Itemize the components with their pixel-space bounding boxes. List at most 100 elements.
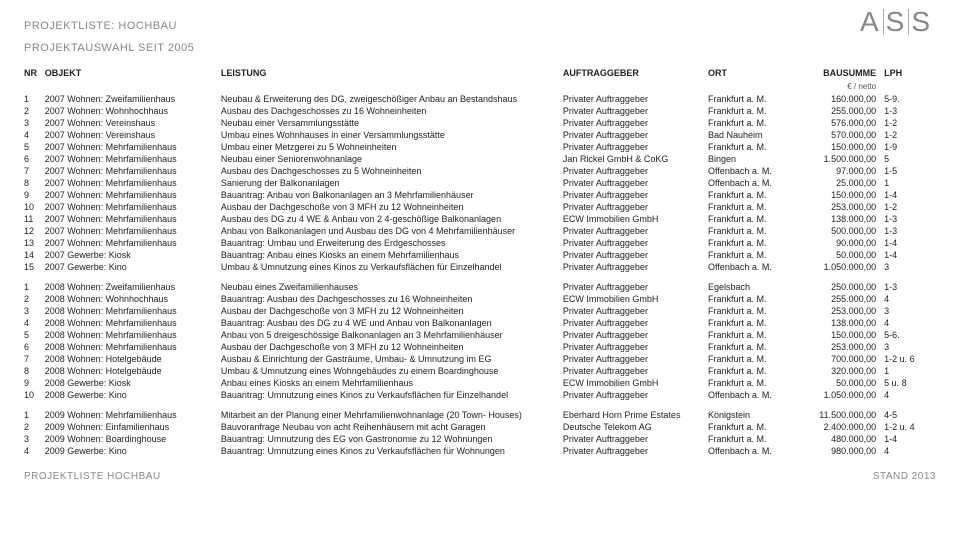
cell-objekt: 2007 Wohnen: Vereinshaus — [45, 117, 221, 129]
table-row: 52007 Wohnen: MehrfamilienhausUmbau eine… — [24, 141, 936, 153]
col-lph: LPH — [884, 66, 936, 80]
cell-ort: Frankfurt a. M. — [708, 189, 801, 201]
cell-lph: 1-5 — [884, 165, 936, 177]
cell-nr: 5 — [24, 141, 45, 153]
cell-ort: Frankfurt a. M. — [708, 293, 801, 305]
table-group: 12007 Wohnen: ZweifamilienhausNeubau & E… — [24, 93, 936, 273]
cell-auftraggeber: ECW Immobilien GmbH — [563, 293, 708, 305]
cell-objekt: 2008 Wohnen: Mehrfamilienhaus — [45, 329, 221, 341]
cell-lph: 1-4 — [884, 237, 936, 249]
table-row: 82008 Wohnen: HotelgebäudeUmbau & Umnutz… — [24, 365, 936, 377]
cell-lph: 3 — [884, 261, 936, 273]
cell-nr: 13 — [24, 237, 45, 249]
cell-nr: 11 — [24, 213, 45, 225]
cell-bausumme: 480.000,00 — [801, 433, 884, 445]
cell-ort: Offenbach a. M. — [708, 261, 801, 273]
cell-bausumme: 700.000,00 — [801, 353, 884, 365]
cell-lph: 4 — [884, 317, 936, 329]
table-row: 22008 Wohnen: WohnhochhausBauantrag: Aus… — [24, 293, 936, 305]
table-group: 12008 Wohnen: ZweifamilienhausNeubau ein… — [24, 273, 936, 401]
cell-nr: 3 — [24, 433, 45, 445]
cell-objekt: 2008 Wohnen: Mehrfamilienhaus — [45, 341, 221, 353]
cell-auftraggeber: Privater Auftraggeber — [563, 305, 708, 317]
cell-ort: Frankfurt a. M. — [708, 365, 801, 377]
cell-objekt: 2009 Wohnen: Boardinghouse — [45, 433, 221, 445]
table-row: 92008 Gewerbe: KioskAnbau eines Kiosks a… — [24, 377, 936, 389]
cell-ort: Frankfurt a. M. — [708, 237, 801, 249]
cell-leistung: Umbau & Umnutzung eines Wohngebäudes zu … — [221, 365, 563, 377]
cell-nr: 1 — [24, 93, 45, 105]
cell-ort: Offenbach a. M. — [708, 165, 801, 177]
cell-leistung: Ausbau der Dachgeschoße von 3 MFH zu 12 … — [221, 341, 563, 353]
cell-leistung: Bauantrag: Umnutzung des EG von Gastrono… — [221, 433, 563, 445]
table-row: 12008 Wohnen: ZweifamilienhausNeubau ein… — [24, 281, 936, 293]
cell-auftraggeber: Privater Auftraggeber — [563, 189, 708, 201]
cell-nr: 9 — [24, 377, 45, 389]
table-row: 142007 Gewerbe: KioskBauantrag: Anbau ei… — [24, 249, 936, 261]
cell-ort: Egelsbach — [708, 281, 801, 293]
col-nr: NR — [24, 66, 45, 80]
cell-bausumme: 150.000,00 — [801, 141, 884, 153]
cell-ort: Frankfurt a. M. — [708, 141, 801, 153]
cell-auftraggeber: Privater Auftraggeber — [563, 353, 708, 365]
cell-lph: 1-9 — [884, 141, 936, 153]
col-auftraggeber: AUFTRAGGEBER — [563, 66, 708, 80]
cell-auftraggeber: ECW Immobilien GmbH — [563, 377, 708, 389]
cell-nr: 2 — [24, 421, 45, 433]
cell-nr: 14 — [24, 249, 45, 261]
cell-objekt: 2008 Wohnen: Mehrfamilienhaus — [45, 305, 221, 317]
cell-ort: Frankfurt a. M. — [708, 117, 801, 129]
table-row: 62008 Wohnen: MehrfamilienhausAusbau der… — [24, 341, 936, 353]
cell-objekt: 2009 Gewerbe: Kino — [45, 445, 221, 457]
cell-objekt: 2007 Wohnen: Vereinshaus — [45, 129, 221, 141]
cell-lph: 1 — [884, 177, 936, 189]
table-row: 132007 Wohnen: MehrfamilienhausBauantrag… — [24, 237, 936, 249]
cell-nr: 10 — [24, 389, 45, 401]
cell-lph: 1-3 — [884, 105, 936, 117]
cell-bausumme: 255.000,00 — [801, 105, 884, 117]
cell-nr: 8 — [24, 177, 45, 189]
cell-leistung: Bauantrag: Ausbau des DG zu 4 WE und Anb… — [221, 317, 563, 329]
col-bausumme-sub: € / netto — [801, 80, 884, 93]
cell-lph: 3 — [884, 341, 936, 353]
cell-lph: 1-2 u. 6 — [884, 353, 936, 365]
cell-nr: 8 — [24, 365, 45, 377]
cell-leistung: Bauantrag: Anbau eines Kiosks an einem M… — [221, 249, 563, 261]
project-table: NR OBJEKT LEISTUNG AUFTRAGGEBER ORT BAUS… — [24, 66, 936, 457]
cell-auftraggeber: Privater Auftraggeber — [563, 141, 708, 153]
cell-nr: 4 — [24, 129, 45, 141]
cell-ort: Frankfurt a. M. — [708, 329, 801, 341]
cell-bausumme: 97.000,00 — [801, 165, 884, 177]
cell-ort: Frankfurt a. M. — [708, 317, 801, 329]
cell-auftraggeber: Privater Auftraggeber — [563, 261, 708, 273]
cell-leistung: Bauantrag: Ausbau des Dachgeschosses zu … — [221, 293, 563, 305]
cell-bausumme: 570.000,00 — [801, 129, 884, 141]
cell-auftraggeber: Privater Auftraggeber — [563, 365, 708, 377]
page-title: PROJEKTLISTE: HOCHBAU — [24, 20, 936, 32]
cell-bausumme: 255.000,00 — [801, 293, 884, 305]
cell-leistung: Neubau einer Versammlungsstätte — [221, 117, 563, 129]
cell-auftraggeber: Privater Auftraggeber — [563, 117, 708, 129]
cell-bausumme: 500.000,00 — [801, 225, 884, 237]
cell-leistung: Anbau eines Kiosks an einem Mehrfamilien… — [221, 377, 563, 389]
cell-objekt: 2007 Wohnen: Mehrfamilienhaus — [45, 201, 221, 213]
cell-bausumme: 320.000,00 — [801, 365, 884, 377]
cell-ort: Frankfurt a. M. — [708, 377, 801, 389]
cell-ort: Frankfurt a. M. — [708, 93, 801, 105]
cell-bausumme: 253.000,00 — [801, 305, 884, 317]
page-header: PROJEKTLISTE: HOCHBAU PROJEKTAUSWAHL SEI… — [24, 20, 936, 66]
table-row: 102007 Wohnen: MehrfamilienhausAusbau de… — [24, 201, 936, 213]
cell-leistung: Umbau eines Wohnhauses in einer Versamml… — [221, 129, 563, 141]
cell-auftraggeber: Privater Auftraggeber — [563, 445, 708, 457]
table-row: 22007 Wohnen: WohnhochhausAusbau des Dac… — [24, 105, 936, 117]
cell-lph: 4 — [884, 445, 936, 457]
cell-leistung: Ausbau & Einrichtung der Gasträume, Umba… — [221, 353, 563, 365]
cell-ort: Frankfurt a. M. — [708, 353, 801, 365]
cell-auftraggeber: Privater Auftraggeber — [563, 341, 708, 353]
page-subtitle: PROJEKTAUSWAHL SEIT 2005 — [24, 42, 936, 54]
cell-bausumme: 90.000,00 — [801, 237, 884, 249]
cell-lph: 5 — [884, 153, 936, 165]
cell-leistung: Neubau einer Seniorenwohnanlage — [221, 153, 563, 165]
cell-bausumme: 1.050.000,00 — [801, 389, 884, 401]
cell-auftraggeber: ECW Immobilien GmbH — [563, 213, 708, 225]
